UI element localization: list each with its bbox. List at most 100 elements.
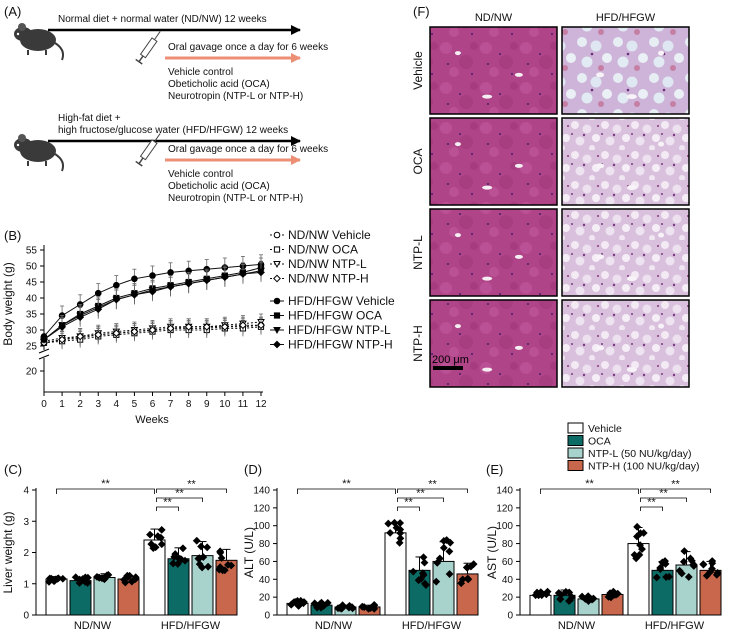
significance-label: ** [101, 478, 110, 490]
vessel-mark [454, 51, 461, 56]
bar [117, 578, 140, 616]
data-point [396, 525, 405, 534]
y-tick-label: 45 [26, 278, 38, 289]
mouse-ear [18, 134, 26, 142]
vessel-mark [482, 94, 493, 99]
syringe-plunger-head [135, 58, 143, 65]
data-point [688, 556, 696, 565]
data-point [179, 544, 187, 553]
vessel-mark [514, 345, 523, 350]
data-point [54, 574, 63, 583]
data-point [561, 587, 570, 596]
data-point [216, 547, 225, 556]
data-point [684, 573, 693, 581]
data-point [257, 268, 265, 277]
significance-bracket [640, 497, 687, 502]
y-tick-label: 80 [259, 539, 271, 550]
y-tick-label: 120 [496, 503, 513, 514]
data-point [94, 289, 102, 297]
y-tick-label: 40 [259, 575, 271, 586]
data-point [610, 590, 619, 599]
data-point [652, 573, 661, 582]
data-point [337, 604, 346, 613]
data-point [708, 559, 717, 568]
data-point [202, 276, 211, 285]
data-point [584, 597, 593, 605]
data-point [76, 332, 85, 341]
data-point [702, 571, 711, 580]
data-point [202, 322, 211, 331]
y-tick-label: 35 [26, 310, 38, 321]
vessel-mark [482, 367, 493, 372]
vessel-mark [626, 276, 637, 282]
x-tick-label: 0 [41, 399, 47, 410]
histology-image [429, 26, 558, 115]
histology-image [561, 117, 690, 206]
legend-label: ND/NW NTP-H [288, 272, 369, 286]
histology-image [561, 208, 690, 297]
significance-bracket [156, 497, 203, 502]
significance-label: ** [671, 479, 680, 491]
legend-label: HFD/HFGW NTP-H [288, 338, 393, 352]
bar [529, 594, 552, 616]
data-point [422, 581, 430, 589]
data-point [149, 272, 156, 279]
vessel-mark [482, 276, 493, 281]
y-tick-label: 100 [253, 521, 270, 532]
legend-swatch [567, 447, 584, 459]
vessel-mark [454, 233, 461, 238]
histology-row-label: NTP-H [411, 325, 425, 362]
data-point [148, 287, 157, 296]
panel-e-label: (E) [486, 462, 503, 477]
data-point [396, 534, 405, 543]
legend-label: HFD/HFGW OCA [288, 309, 382, 323]
data-point [76, 313, 85, 322]
legend-swatch [567, 460, 584, 471]
y-tick-label: 50 [26, 262, 38, 273]
histology-image [561, 299, 690, 388]
data-point [112, 329, 121, 338]
data-point [131, 275, 138, 283]
significance-bracket [156, 488, 227, 493]
scale-bar [433, 366, 463, 370]
data-point [197, 542, 205, 551]
treatment-text: Neurotropin (NTP-L or NTP-H) [168, 91, 303, 102]
y-tick-label: 40 [26, 294, 38, 305]
data-point [679, 557, 688, 566]
significance-label: ** [585, 478, 594, 490]
data-point [463, 574, 472, 583]
data-point [656, 563, 665, 572]
data-point [589, 594, 598, 603]
data-point [432, 577, 441, 586]
data-point [636, 541, 644, 550]
mouse-tail [54, 42, 65, 61]
data-point [323, 598, 332, 607]
vessel-mark [658, 232, 665, 238]
legend-swatch [567, 422, 584, 434]
data-point [419, 553, 428, 562]
data-point [294, 602, 303, 610]
significance-label: ** [647, 497, 656, 509]
mouse-eye [16, 32, 20, 36]
data-point [706, 567, 715, 576]
vessel-mark [514, 72, 523, 77]
data-point [130, 290, 139, 299]
panel-d-label: (D) [244, 462, 262, 477]
vessel-mark [626, 94, 637, 100]
data-point [150, 542, 158, 551]
x-tick-label: 10 [219, 399, 231, 410]
mouse-head [14, 138, 32, 152]
data-point [148, 326, 157, 334]
significance-label: ** [404, 497, 413, 509]
data-point [50, 577, 58, 585]
significance-bracket [397, 488, 468, 493]
data-point [370, 601, 379, 610]
y-tick-label: 1 [23, 579, 29, 590]
data-point [113, 281, 120, 289]
treatment-text: Obeticholic acid (OCA) [168, 79, 270, 90]
x-tick-label: 6 [150, 399, 156, 410]
data-point [556, 595, 565, 604]
treatment-text: Obeticholic acid (OCA) [168, 181, 270, 192]
data-point [239, 321, 247, 330]
data-point [699, 560, 708, 569]
